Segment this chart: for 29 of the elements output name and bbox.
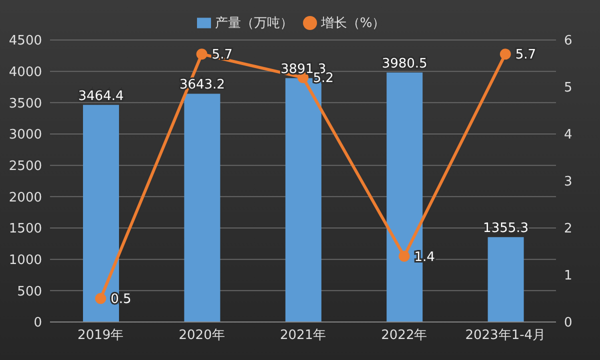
y-tick-label: 2000 [8, 190, 42, 206]
y2-tick-label: 4 [564, 128, 572, 143]
x-tick-label: 2020年 [178, 328, 225, 344]
data-label: 3980.5 [382, 56, 428, 72]
data-label: 3464.4 [78, 88, 124, 104]
y-tick-label: 4500 [8, 34, 42, 49]
y2-tick-label: 3 [564, 174, 572, 190]
x-tick-label: 2021年 [280, 328, 326, 344]
data-label: 5.2 [313, 71, 334, 86]
y2-tick-label: 2 [564, 222, 572, 237]
y-tick-label: 2500 [8, 158, 42, 174]
data-label: 1355.3 [483, 221, 529, 236]
y-tick-label: 1000 [8, 252, 42, 268]
y-tick-label: 0 [34, 316, 42, 331]
y-tick-label: 4000 [8, 64, 42, 80]
x-tick-label: 2019年 [78, 328, 124, 344]
y-tick-label: 500 [17, 284, 42, 300]
x-tick-label: 2023年1-4月 [465, 328, 546, 344]
data-label: 5.7 [515, 48, 536, 63]
y-tick-label: 3000 [8, 128, 42, 143]
y-tick-label: 3500 [8, 96, 42, 112]
y2-tick-label: 6 [564, 34, 572, 49]
y2-tick-label: 1 [564, 268, 572, 284]
y-tick-label: 1500 [8, 222, 42, 237]
x-tick-label: 2022年 [381, 328, 428, 344]
y2-tick-label: 0 [564, 316, 572, 331]
legend-label: 产量（万吨） [214, 16, 293, 31]
y2-tick-label: 5 [564, 80, 572, 96]
legend-label: 增长（%） [320, 16, 386, 31]
